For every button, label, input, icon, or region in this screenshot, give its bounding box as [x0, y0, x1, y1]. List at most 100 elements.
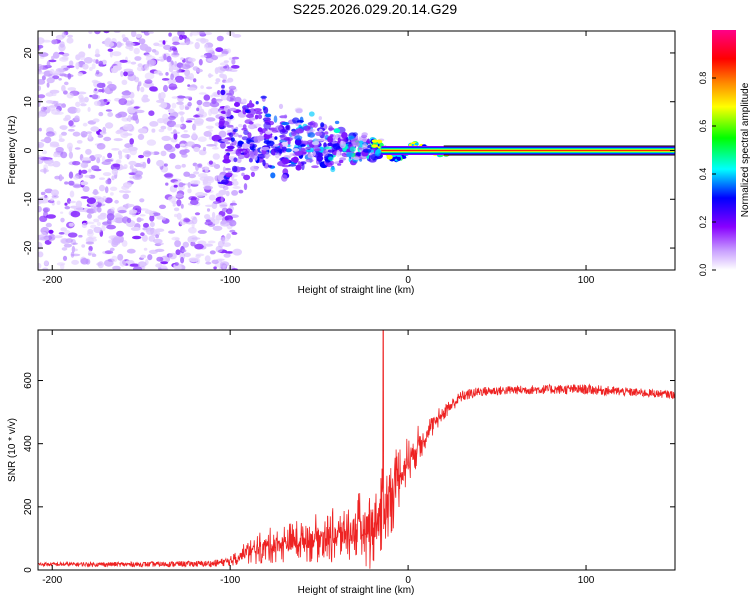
spectrogram-noise-blob — [187, 101, 192, 107]
spectrogram-noise-blob — [228, 85, 237, 91]
spectrogram-noise-blob — [99, 177, 105, 180]
spectrogram-noise-blob — [61, 31, 66, 38]
spectrogram-transition-blob — [322, 150, 329, 157]
spectrogram-noise-blob — [163, 173, 173, 178]
spectrogram-noise-blob — [74, 147, 81, 150]
spectrogram-noise-blob — [212, 225, 223, 231]
spectrogram-noise-blob — [204, 214, 211, 220]
y-tick-label: 600 — [23, 372, 34, 389]
spectrogram-transition-blob — [311, 141, 320, 146]
spectrogram-transition-blob — [297, 161, 301, 169]
spectrogram-noise-blob — [173, 129, 177, 135]
spectrogram-noise-blob — [193, 78, 197, 83]
spectrogram-noise-blob — [209, 194, 216, 201]
spectrogram-noise-blob — [191, 132, 197, 140]
spectrogram-noise-blob — [38, 79, 46, 85]
spectrogram-noise-blob — [119, 259, 126, 267]
spectrogram-transition-blob — [324, 131, 329, 135]
spectrogram-transition-blob — [248, 157, 253, 163]
spectrogram-noise-blob — [208, 129, 213, 132]
spectrogram-noise-blob — [151, 49, 157, 53]
spectrogram-noise-blob — [105, 122, 114, 129]
spectrogram-transition-blob — [396, 156, 401, 161]
spectrogram-noise-blob — [87, 228, 94, 235]
spectrogram-noise-blob — [92, 58, 97, 63]
spectrogram-noise-blob — [67, 232, 78, 238]
spectrogram-noise-blob — [222, 166, 226, 173]
spectrogram-transition-blob — [241, 136, 248, 141]
spectrogram-transition-blob — [295, 128, 304, 134]
spectrogram-noise-blob — [105, 109, 112, 112]
spectrogram-noise-blob — [200, 55, 207, 58]
colorbar-ticks: 0.0 0.2 0.4 0.6 0.8 — [698, 72, 716, 276]
spectrogram-transition-blob — [220, 89, 226, 96]
spectrogram-transition-blob — [236, 144, 243, 148]
spectrogram-transition-blob — [325, 159, 331, 164]
snr-frame — [37, 329, 676, 571]
spectrogram-noise-blob — [199, 31, 206, 35]
spectrogram-noise-blob — [80, 97, 85, 103]
spectrogram-noise-blob — [38, 242, 43, 250]
spectrogram-noise-blob — [187, 57, 196, 63]
spectrogram-noise-blob — [84, 175, 92, 178]
spectrogram-noise-blob — [145, 54, 152, 58]
spectrogram-noise-blob — [104, 250, 114, 255]
spectrogram-noise-blob — [38, 71, 45, 75]
spectrogram-noise-blob — [73, 175, 79, 180]
spectrogram-noise-blob — [173, 124, 183, 128]
spectrogram-transition-blob — [292, 156, 299, 164]
spectrogram-noise-blob — [158, 263, 162, 268]
spectrogram-noise-blob — [203, 94, 211, 101]
spectrogram-noise-blob — [174, 240, 182, 248]
spectrogram-transition-blob — [232, 180, 239, 186]
spectrogram-noise-blob — [58, 232, 65, 235]
spectrogram-noise-blob — [213, 93, 218, 97]
spectrogram-noise-blob — [39, 236, 50, 241]
spectrogram-noise-blob — [188, 173, 197, 179]
spectrogram-noise-blob — [168, 66, 174, 73]
spectrogram-noise-blob — [176, 101, 184, 105]
spectrogram-noise-blob — [162, 113, 169, 121]
spectrogram-noise-blob — [64, 202, 68, 206]
spectrogram-transition-blob — [313, 122, 318, 128]
spectrogram-noise-blob — [46, 82, 50, 88]
spectrogram-noise-blob — [173, 207, 180, 212]
spectrogram-noise-blob — [186, 118, 196, 121]
spectrogram-noise-blob — [198, 92, 207, 95]
figure-title: S225.2026.029.20.14.G29 — [293, 1, 457, 17]
spectrogram-noise-blob — [143, 222, 149, 228]
spectrogram-noise-blob — [67, 87, 77, 91]
spectrogram-noise-blob — [141, 31, 146, 34]
spectrogram-transition-blob — [300, 144, 306, 147]
spectrogram-noise-blob — [175, 193, 184, 198]
spectrogram-noise-blob — [58, 43, 66, 52]
spectrogram-noise-blob — [121, 94, 130, 99]
spectrogram-transition-blob — [292, 117, 300, 124]
spectrogram-noise-blob — [152, 151, 160, 155]
spectrogram-noise-blob — [42, 150, 47, 155]
spectrogram-noise-blob — [183, 252, 191, 258]
spectrogram-transition-blob — [260, 146, 270, 151]
spectrogram-transition-blob — [218, 130, 227, 138]
spectrogram-noise-blob — [46, 214, 56, 219]
spectrogram-noise-blob — [93, 100, 101, 107]
spectrogram-noise-blob — [110, 192, 114, 196]
spectrogram-noise-blob — [171, 36, 180, 43]
spectrogram-noise-blob — [123, 71, 128, 77]
spectrogram-noise-blob — [104, 197, 113, 204]
spectrogram-noise-blob — [107, 112, 114, 117]
spectrogram-noise-blob — [123, 164, 128, 169]
spectrogram-noise-blob — [194, 42, 200, 50]
colorbar-tick-label: 0.4 — [698, 168, 708, 181]
y-tick-label: 400 — [23, 435, 34, 452]
spectrogram-noise-blob — [75, 62, 80, 70]
spectrogram-noise-blob — [209, 250, 216, 255]
spectrogram-noise-blob — [45, 131, 55, 137]
snr-series-line — [38, 330, 675, 569]
spectrogram-transition-blob — [280, 134, 287, 141]
spectrogram-transition-blob — [315, 131, 323, 136]
spectrogram-noise-blob — [187, 188, 192, 194]
spectrogram-noise-blob — [133, 47, 140, 55]
spectrogram-noise-blob — [223, 65, 228, 69]
spectrogram-noise-blob — [52, 143, 60, 147]
